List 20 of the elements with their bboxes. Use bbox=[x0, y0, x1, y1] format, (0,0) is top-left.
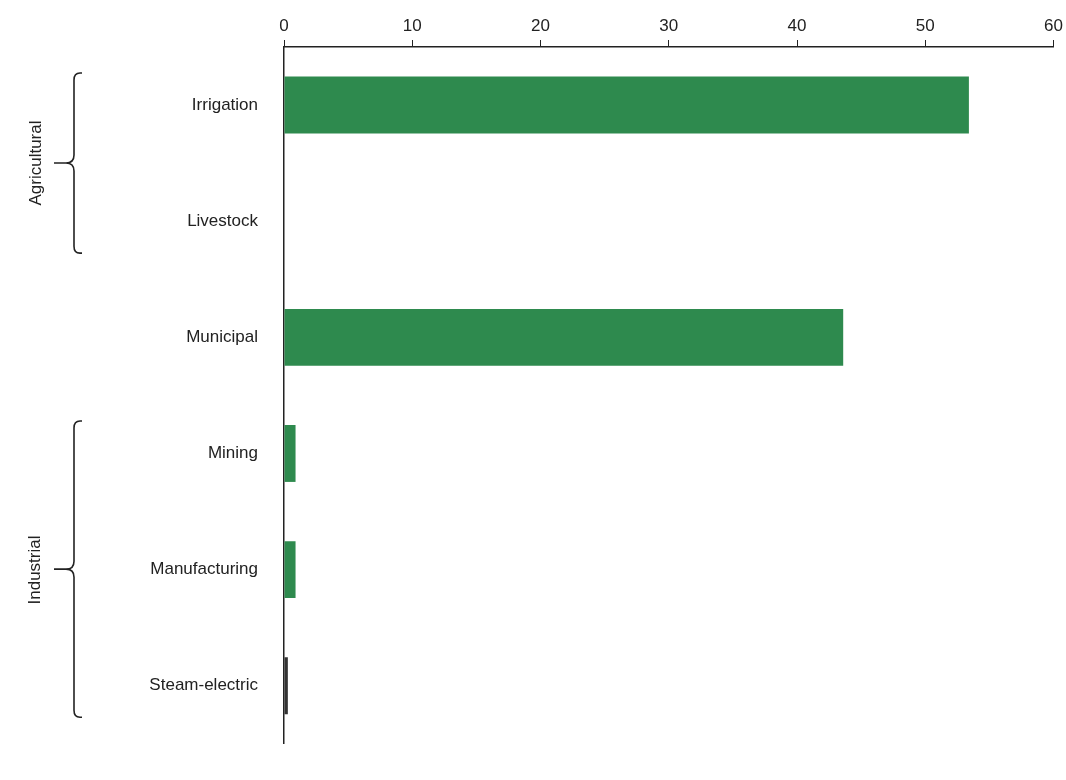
bar bbox=[284, 308, 844, 366]
bar bbox=[284, 425, 296, 482]
x-tick-label: 50 bbox=[915, 16, 935, 36]
text: Agricultural bbox=[25, 120, 45, 206]
x-tick-label: 60 bbox=[1044, 16, 1064, 36]
x-tick-label: 20 bbox=[531, 16, 550, 36]
y-tick-label: Manufacturing bbox=[150, 559, 258, 579]
y-tick-label: Livestock bbox=[187, 210, 259, 230]
y-tick-label: Irrigation bbox=[191, 94, 258, 114]
y-tick-label: Steam-electric bbox=[149, 675, 259, 695]
y-tick-label: Municipal bbox=[186, 327, 258, 347]
bar bbox=[284, 657, 288, 715]
x-tick-label: 0 bbox=[279, 16, 289, 36]
x-tick-label: 40 bbox=[787, 16, 807, 36]
text: Industrial bbox=[24, 535, 45, 605]
x-tick-label: 30 bbox=[659, 16, 679, 36]
bar bbox=[284, 76, 969, 134]
x-tick-label: 10 bbox=[402, 16, 422, 36]
bar bbox=[284, 541, 296, 599]
y-tick-label: Mining bbox=[207, 443, 258, 463]
